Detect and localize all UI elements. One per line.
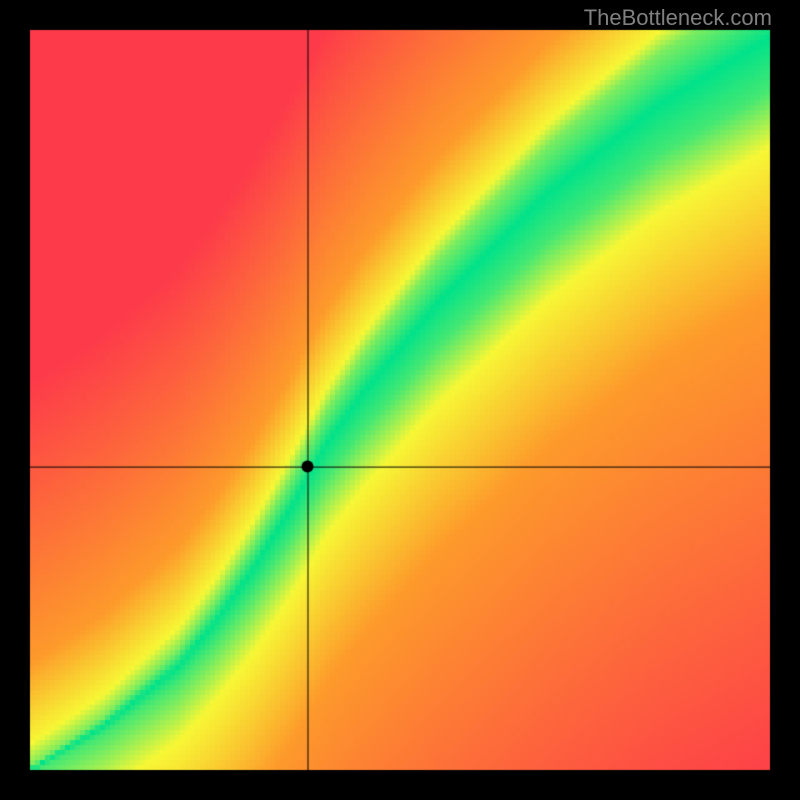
bottleneck-heatmap (0, 0, 800, 800)
chart-container: TheBottleneck.com (0, 0, 800, 800)
watermark-text: TheBottleneck.com (584, 5, 772, 31)
